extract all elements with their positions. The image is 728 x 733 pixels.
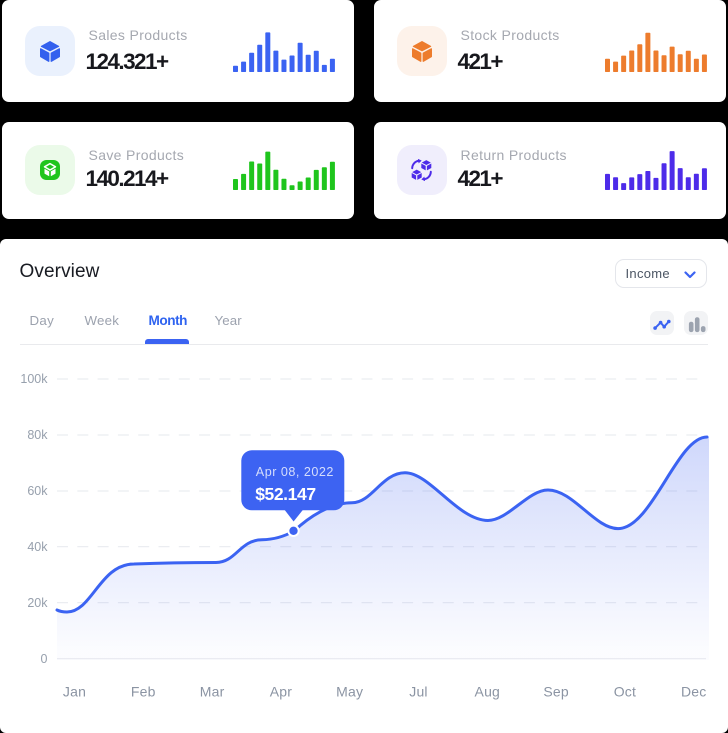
svg-text:May: May (336, 684, 363, 700)
svg-text:Sep: Sep (543, 684, 569, 700)
svg-text:Oct: Oct (614, 684, 636, 700)
svg-text:Dec: Dec (681, 684, 707, 700)
svg-text:Apr 08, 2022: Apr 08, 2022 (256, 465, 334, 479)
svg-text:Feb: Feb (131, 684, 156, 700)
svg-text:100k: 100k (20, 372, 48, 386)
svg-text:80k: 80k (27, 428, 48, 442)
svg-text:0: 0 (41, 652, 48, 666)
svg-text:60k: 60k (27, 484, 48, 498)
svg-text:Apr: Apr (270, 684, 293, 700)
svg-text:Jul: Jul (409, 684, 428, 700)
svg-text:$52.147: $52.147 (255, 484, 315, 504)
svg-text:20k: 20k (27, 596, 48, 610)
svg-text:Aug: Aug (475, 684, 501, 700)
svg-text:Mar: Mar (200, 684, 225, 700)
svg-text:40k: 40k (27, 540, 48, 554)
svg-text:Jan: Jan (63, 684, 86, 700)
